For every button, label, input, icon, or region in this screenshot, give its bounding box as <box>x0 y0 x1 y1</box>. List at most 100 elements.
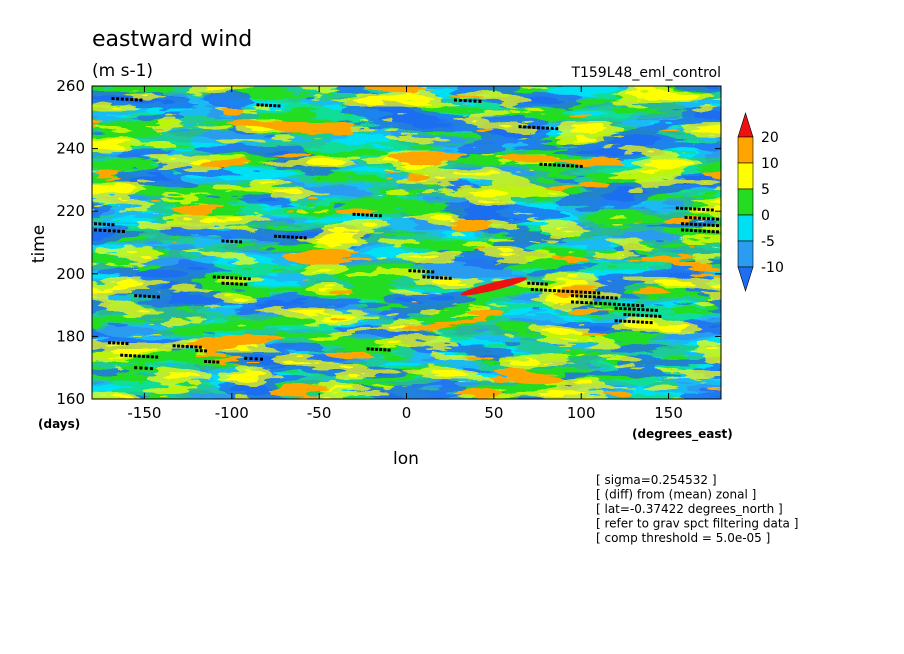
colorbar-swatch <box>737 240 754 268</box>
colorbar-label: -10 <box>761 260 784 276</box>
dot-marker <box>212 360 216 364</box>
dot-marker <box>374 347 378 351</box>
dot-marker <box>256 103 260 107</box>
annotations: [ sigma=0.254532 ][ (diff) from (mean) z… <box>596 473 798 545</box>
annotation-line: [ comp threshold = 5.0e-05 ] <box>596 531 770 545</box>
dot-marker <box>146 355 150 359</box>
dot-marker <box>111 97 115 101</box>
colorbar-extend-low <box>737 266 754 293</box>
dot-marker <box>269 103 273 107</box>
dot-series-18 <box>570 300 644 308</box>
dot-marker <box>570 290 574 294</box>
dot-marker <box>247 277 251 281</box>
dot-marker <box>144 366 148 370</box>
y-tick-label: 180 <box>56 327 85 345</box>
dot-marker <box>422 275 426 279</box>
dot-series-27 <box>244 356 263 361</box>
dot-marker <box>195 348 199 352</box>
dot-marker <box>473 99 477 103</box>
dot-marker <box>374 214 378 218</box>
dot-marker <box>552 289 556 293</box>
dot-marker <box>102 222 106 226</box>
dot-series-15 <box>530 287 601 295</box>
dot-series-16 <box>134 294 160 299</box>
dot-marker <box>694 229 698 233</box>
dot-marker <box>557 163 561 167</box>
annotation-line: [ lat=-0.37422 degrees_north ] <box>596 502 783 516</box>
dot-series-21 <box>614 319 653 325</box>
dot-marker <box>570 164 574 168</box>
dot-marker <box>139 366 143 370</box>
dot-marker <box>716 230 720 234</box>
x-tick-label: -150 <box>127 404 161 422</box>
dot-marker <box>561 163 565 167</box>
dot-marker <box>640 320 644 324</box>
dot-marker <box>698 223 702 227</box>
dot-marker <box>689 228 693 232</box>
dot-series-5 <box>352 212 382 218</box>
dot-marker <box>623 307 627 311</box>
dot-marker <box>622 303 626 307</box>
dot-marker <box>453 98 457 102</box>
x-tick-label: 150 <box>654 404 683 422</box>
dot-series-10 <box>408 269 435 274</box>
dot-series-6 <box>93 222 115 227</box>
dot-marker <box>688 207 692 211</box>
dot-marker <box>93 228 97 232</box>
experiment-label: T159L48_eml_control <box>570 65 721 81</box>
dot-marker <box>98 228 102 232</box>
dot-marker <box>147 294 151 298</box>
dot-marker <box>627 319 631 323</box>
colorbar-legend: 20 10 5 0 -5 -10 <box>737 111 784 293</box>
dot-marker <box>142 354 146 358</box>
dot-marker <box>149 367 153 371</box>
dot-marker <box>290 235 294 239</box>
x-tick-label: -50 <box>307 404 332 422</box>
dot-marker <box>121 341 125 345</box>
dot-marker <box>152 295 156 299</box>
dot-marker <box>190 345 194 349</box>
dot-marker <box>548 288 552 292</box>
dot-marker <box>530 287 534 291</box>
dot-marker <box>194 345 198 349</box>
dot-marker <box>111 223 115 227</box>
dot-marker <box>575 300 579 304</box>
dot-marker <box>107 222 111 226</box>
dot-marker <box>711 217 715 221</box>
dot-marker <box>235 282 239 286</box>
dot-series-4 <box>539 162 583 168</box>
dot-marker <box>156 295 160 299</box>
dot-marker <box>619 306 623 310</box>
dot-marker <box>299 236 303 240</box>
dot-marker <box>277 104 281 108</box>
dot-marker <box>640 304 644 308</box>
dot-marker <box>199 349 203 353</box>
dot-marker <box>172 344 176 348</box>
dot-marker <box>645 320 649 324</box>
dot-marker <box>685 222 689 226</box>
dot-marker <box>249 357 253 361</box>
dot-marker <box>579 290 583 294</box>
dot-series-14 <box>527 281 548 286</box>
dot-marker <box>366 347 370 351</box>
dot-marker <box>550 126 554 130</box>
y-tick-label: 160 <box>56 390 85 408</box>
dot-marker <box>605 296 609 300</box>
dot-marker <box>137 354 141 358</box>
dot-series-2 <box>453 98 482 103</box>
dot-marker <box>448 276 452 280</box>
dot-marker <box>278 234 282 238</box>
dot-marker <box>221 281 225 285</box>
dot-marker <box>216 360 220 364</box>
dot-series-30 <box>675 206 714 212</box>
dot-marker <box>539 162 543 166</box>
dot-series-12 <box>422 275 452 280</box>
dot-marker <box>716 217 720 221</box>
x-tick-label: -100 <box>215 404 249 422</box>
dot-marker <box>636 307 640 311</box>
dot-marker <box>632 320 636 324</box>
dot-marker <box>93 222 97 226</box>
dot-marker <box>230 239 234 243</box>
dot-marker <box>387 348 391 352</box>
dot-marker <box>583 290 587 294</box>
